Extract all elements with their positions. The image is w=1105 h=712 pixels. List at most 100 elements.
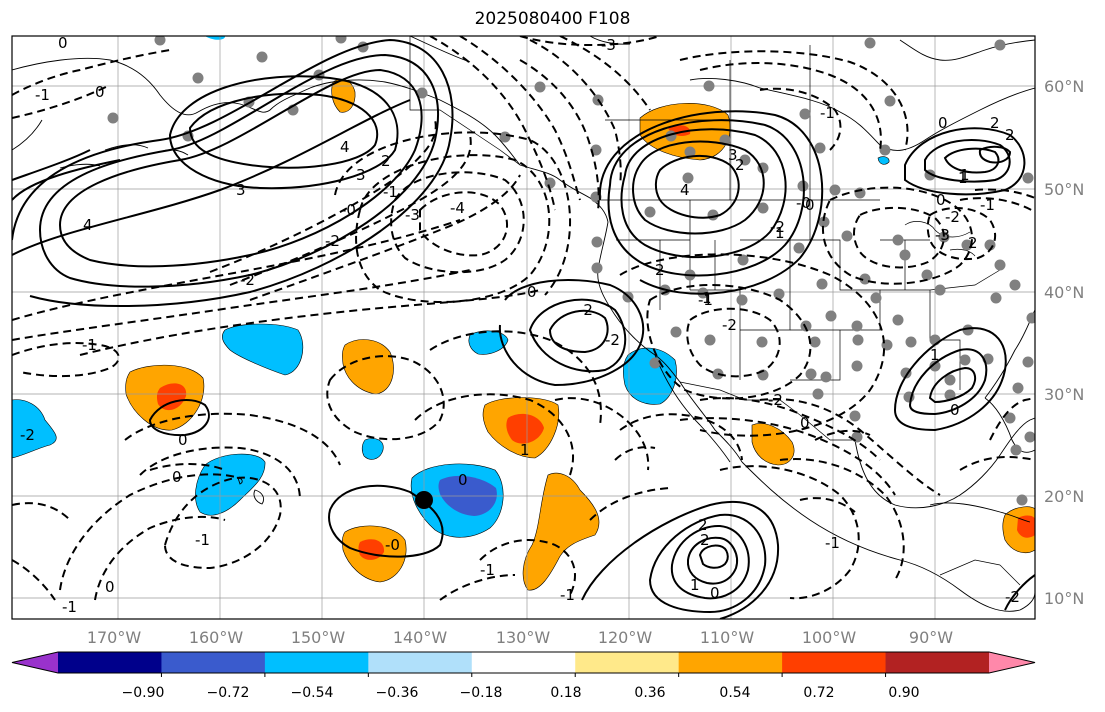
longitude-labels: 170°W 160°W 150°W 140°W 130°W 120°W 110°… — [87, 628, 953, 647]
contour-label: 1 — [702, 289, 712, 307]
colorbar — [11, 651, 1036, 677]
colorbar-segment — [58, 652, 162, 673]
colorbar-tick-labels: −0.90 −0.72 −0.54 −0.36 −0.18 0.18 0.36 … — [122, 685, 920, 701]
lat-label: 30°N — [1044, 385, 1084, 404]
contour-label: 1 — [960, 166, 970, 184]
contour-label: -2 — [325, 232, 340, 250]
coast-mexico — [741, 461, 1035, 612]
contour-label: 2 — [968, 234, 978, 252]
contour-label: -3 — [405, 206, 420, 224]
contour-label: -1 — [35, 86, 50, 104]
contour-label: 0 — [95, 83, 105, 101]
contours-positive — [12, 38, 1035, 619]
graticule — [12, 36, 1035, 619]
contour-label: 1 — [958, 169, 968, 187]
colorbar-tick-label: −0.54 — [291, 685, 334, 701]
contour-label: -1 — [560, 586, 575, 604]
colorbar-segment — [885, 652, 990, 673]
colorbar-segment — [368, 652, 473, 673]
contour-label: 0 — [458, 471, 468, 489]
lat-label: 20°N — [1044, 487, 1084, 506]
contour-label: -4 — [450, 199, 465, 217]
colorbar-tick-label: 0.54 — [719, 685, 750, 701]
contour-label: 2 — [990, 114, 1000, 132]
contour-label: 0 — [527, 283, 537, 301]
contour-label: -2 — [20, 426, 35, 444]
colorbar-tick-label: 0.90 — [888, 685, 919, 701]
shade-red — [1017, 515, 1035, 538]
contour-label: -0 — [341, 201, 356, 219]
shade-red — [506, 413, 544, 444]
great-lakes — [904, 221, 976, 257]
contour-label: 4 — [680, 181, 690, 199]
storm-center-marker — [415, 491, 433, 509]
contour-label: 0 — [800, 414, 810, 432]
contour-label: 4 — [83, 216, 93, 234]
contour-label: -2 — [1005, 588, 1020, 606]
colorbar-extend-high — [989, 652, 1035, 673]
lon-label: 150°W — [291, 628, 346, 647]
shade-blue — [221, 323, 304, 376]
shade-blue — [361, 438, 384, 460]
contour-label: -3 — [935, 226, 950, 244]
lon-label: 110°W — [700, 628, 755, 647]
contour-label: 1 — [930, 346, 940, 364]
contour-label: 3 — [356, 166, 366, 184]
colorbar-segment — [575, 652, 680, 673]
shade-orange — [522, 472, 600, 591]
shade-red — [156, 383, 187, 411]
colorbar-tick-label: −0.36 — [376, 685, 419, 701]
contour-label: 1 — [520, 441, 530, 459]
contour-label: 2 — [381, 152, 391, 170]
contour-label: -1 — [62, 598, 77, 616]
colorbar-outline — [11, 651, 1036, 674]
contour-label: 0 — [105, 578, 115, 596]
contour-label: 1 — [690, 576, 700, 594]
lon-label: 160°W — [189, 628, 244, 647]
contour-label: 0 — [938, 114, 948, 132]
station-dots — [107, 36, 1035, 506]
state-lines-c — [790, 200, 881, 381]
colorbar-tick-label: −0.90 — [122, 685, 165, 701]
contours-negative — [12, 36, 1035, 601]
contour-label: -2 — [768, 391, 783, 409]
colorbar-tick-label: 0.72 — [803, 685, 834, 701]
contour-label: 0 — [58, 34, 68, 52]
contour-label: -1 — [980, 196, 995, 214]
contour-label: 2 — [655, 261, 665, 279]
contour-label: -2 — [605, 331, 620, 349]
contour-label: 2 — [698, 516, 708, 534]
shade-blue — [195, 453, 266, 516]
shaded-fields — [12, 36, 1035, 591]
contour-label: 0 — [178, 431, 188, 449]
contour-label: 2 — [735, 156, 745, 174]
colorbar-tick-label: 0.36 — [634, 685, 665, 701]
lon-label: 90°W — [909, 628, 953, 647]
contour-label: -1 — [195, 531, 210, 549]
lon-label: 100°W — [802, 628, 857, 647]
contour-label: -1 — [82, 336, 97, 354]
contour-label: 0 — [950, 401, 960, 419]
colorbar-segment — [782, 652, 887, 673]
contour-label: -2 — [240, 271, 255, 289]
lon-label: 140°W — [393, 628, 448, 647]
lat-label: 40°N — [1044, 283, 1084, 302]
colorbar-segment — [471, 652, 576, 673]
contour-label: 2 — [700, 531, 710, 549]
coast-arctic — [409, 36, 631, 63]
contour-label: 1 — [775, 224, 785, 242]
contour-label: 3 — [236, 181, 246, 199]
coast-gulf — [854, 417, 1035, 509]
contour-label: 0 — [936, 191, 946, 209]
coast-florida — [984, 397, 1035, 453]
shade-blue — [877, 156, 890, 165]
coast-baja — [654, 354, 743, 463]
lon-label: 130°W — [496, 628, 551, 647]
lon-label: 120°W — [598, 628, 653, 647]
coast-hudson — [899, 39, 1035, 61]
colorbar-segment — [264, 652, 369, 673]
coastlines — [12, 36, 1035, 612]
map-frame — [11, 35, 1036, 620]
lat-label: 60°N — [1044, 77, 1084, 96]
